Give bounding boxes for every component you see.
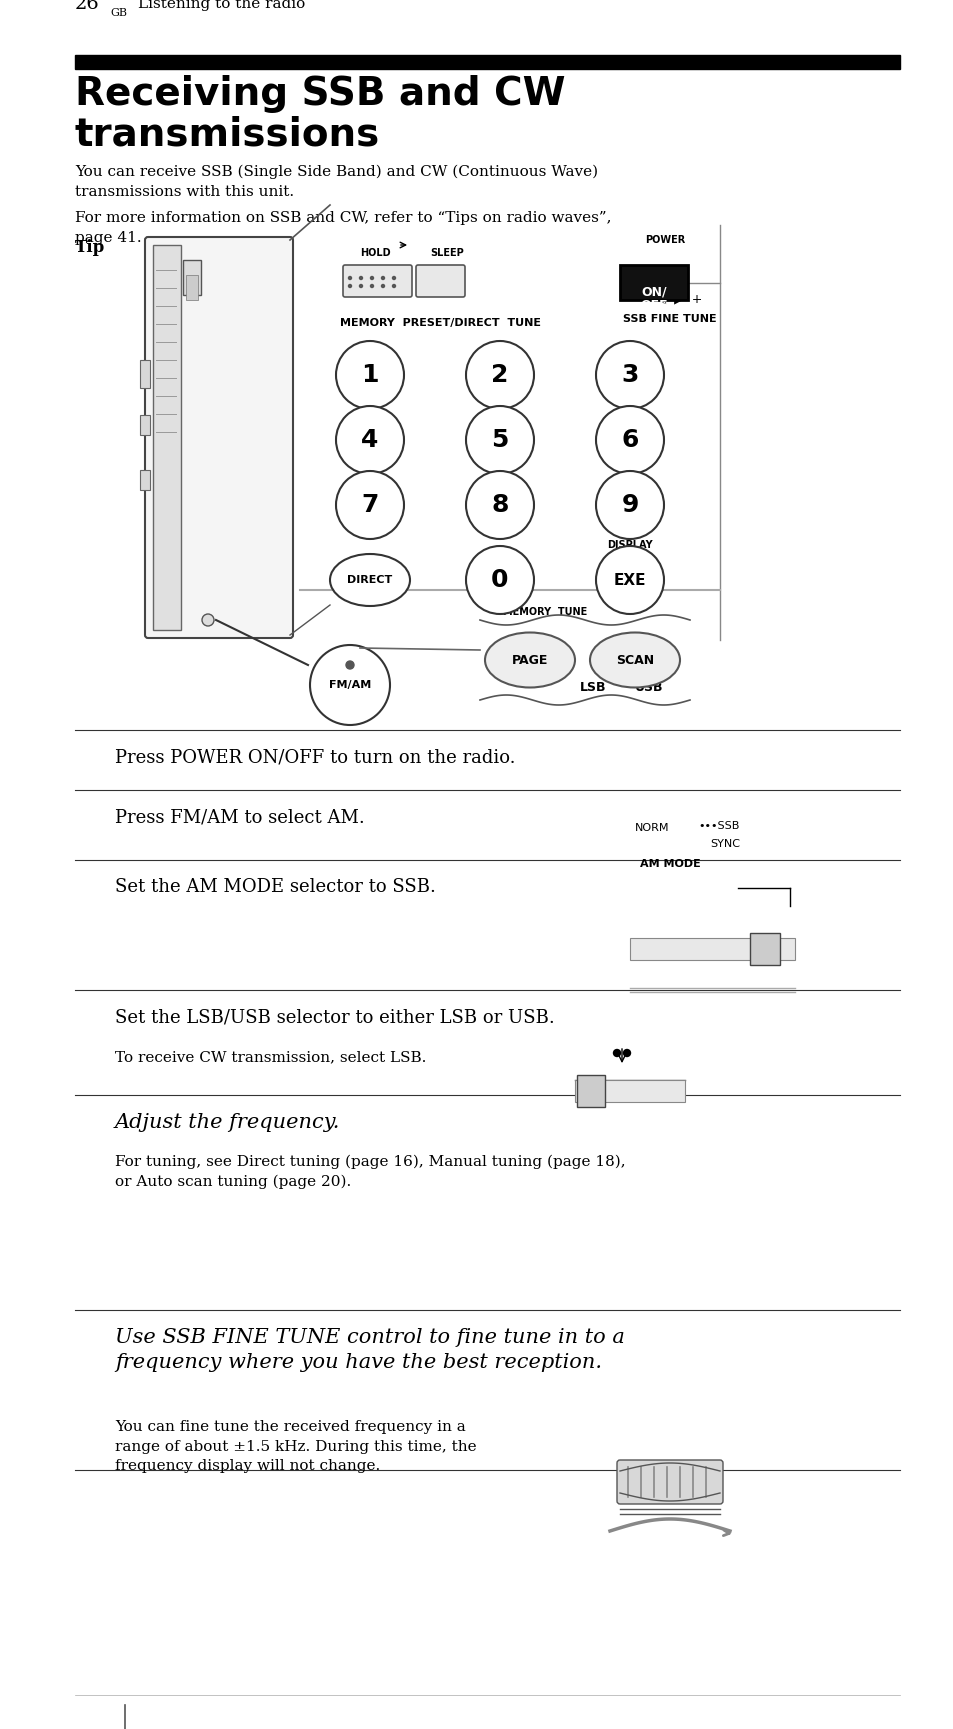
FancyBboxPatch shape	[416, 265, 464, 297]
Text: Set the AM MODE selector to SSB.: Set the AM MODE selector to SSB.	[115, 878, 436, 896]
Circle shape	[370, 277, 374, 280]
Text: 0: 0	[491, 569, 508, 591]
Text: 2: 2	[491, 363, 508, 387]
Circle shape	[392, 277, 395, 280]
Text: DISPLAY: DISPLAY	[606, 539, 652, 550]
Text: GB: GB	[110, 9, 127, 17]
Circle shape	[359, 277, 362, 280]
Text: SLEEP: SLEEP	[430, 247, 463, 258]
Text: Use SSB FINE TUNE control to fine tune in to a
frequency where you have the best: Use SSB FINE TUNE control to fine tune i…	[115, 1328, 624, 1373]
Bar	[186, 275, 198, 301]
Text: DIRECT: DIRECT	[347, 576, 393, 584]
Text: SCAN: SCAN	[616, 654, 654, 666]
Bar	[140, 470, 150, 489]
Circle shape	[370, 285, 374, 287]
Circle shape	[335, 470, 403, 539]
Circle shape	[613, 1050, 619, 1056]
Text: Adjust the frequency.: Adjust the frequency.	[115, 1113, 340, 1132]
Text: 4: 4	[361, 429, 378, 451]
Circle shape	[348, 285, 351, 287]
Bar	[749, 934, 780, 965]
Text: ON/
OFF: ON/ OFF	[639, 285, 667, 311]
Text: Tip: Tip	[75, 239, 105, 256]
Circle shape	[381, 277, 384, 280]
Text: SYNC: SYNC	[709, 839, 740, 849]
Circle shape	[202, 614, 213, 626]
Text: 26: 26	[75, 0, 100, 14]
Circle shape	[392, 285, 395, 287]
Text: Listening to the radio: Listening to the radio	[138, 0, 305, 10]
Bar	[183, 259, 201, 296]
Text: 8: 8	[491, 493, 508, 517]
Text: 3: 3	[620, 363, 638, 387]
Circle shape	[465, 546, 534, 614]
Circle shape	[348, 277, 351, 280]
Bar	[75, 55, 899, 69]
Text: For more information on SSB and CW, refer to “Tips on radio waves”,
page 41.: For more information on SSB and CW, refe…	[75, 211, 611, 244]
Text: AM MODE: AM MODE	[639, 859, 700, 870]
FancyBboxPatch shape	[617, 1459, 722, 1504]
Circle shape	[596, 341, 663, 410]
Circle shape	[335, 341, 403, 410]
Circle shape	[335, 406, 403, 474]
Bar	[577, 1075, 604, 1107]
Text: transmissions: transmissions	[75, 116, 380, 152]
Text: To receive CW transmission, select LSB.: To receive CW transmission, select LSB.	[115, 1050, 426, 1063]
Circle shape	[465, 406, 534, 474]
Bar	[140, 415, 150, 436]
Circle shape	[310, 645, 390, 724]
Text: Set the LSB/USB selector to either LSB or USB.: Set the LSB/USB selector to either LSB o…	[115, 1008, 554, 1025]
Circle shape	[623, 1050, 630, 1056]
Circle shape	[465, 470, 534, 539]
Text: SSB FINE TUNE: SSB FINE TUNE	[622, 315, 716, 323]
Bar	[619, 265, 687, 301]
Text: LSB: LSB	[579, 681, 606, 693]
Ellipse shape	[330, 553, 410, 605]
Text: FM/AM: FM/AM	[329, 679, 371, 690]
Text: 5: 5	[491, 429, 508, 451]
Text: EXE: EXE	[613, 572, 645, 588]
Ellipse shape	[589, 633, 679, 688]
Circle shape	[596, 546, 663, 614]
Text: −  ◁  ▶  +: − ◁ ▶ +	[638, 292, 701, 304]
Circle shape	[346, 660, 354, 669]
Text: MEMORY  TUNE: MEMORY TUNE	[502, 607, 586, 617]
Text: HOLD: HOLD	[359, 247, 390, 258]
Bar	[575, 1081, 684, 1101]
Text: 9: 9	[620, 493, 638, 517]
Text: USB: USB	[635, 681, 662, 693]
Circle shape	[465, 341, 534, 410]
FancyBboxPatch shape	[343, 265, 412, 297]
Circle shape	[359, 285, 362, 287]
Text: You can fine tune the received frequency in a
range of about ±1.5 kHz. During th: You can fine tune the received frequency…	[115, 1420, 476, 1473]
Text: PAGE: PAGE	[511, 654, 548, 666]
Text: POWER: POWER	[644, 235, 684, 246]
Text: NORM: NORM	[635, 823, 669, 833]
Text: You can receive SSB (Single Side Band) and CW (Continuous Wave)
transmissions wi: You can receive SSB (Single Side Band) a…	[75, 164, 598, 199]
Text: MEMORY  PRESET/DIRECT  TUNE: MEMORY PRESET/DIRECT TUNE	[339, 318, 540, 329]
Bar	[140, 360, 150, 387]
Text: 6: 6	[620, 429, 638, 451]
Text: For tuning, see Direct tuning (page 16), Manual tuning (page 18),
or Auto scan t: For tuning, see Direct tuning (page 16),…	[115, 1155, 625, 1190]
Ellipse shape	[484, 633, 575, 688]
Circle shape	[596, 406, 663, 474]
Circle shape	[381, 285, 384, 287]
Text: Press FM/AM to select AM.: Press FM/AM to select AM.	[115, 807, 364, 826]
FancyBboxPatch shape	[145, 237, 293, 638]
Text: Press POWER ON/OFF to turn on the radio.: Press POWER ON/OFF to turn on the radio.	[115, 749, 515, 766]
Bar	[629, 939, 794, 960]
Text: •••SSB: •••SSB	[698, 821, 739, 832]
Text: Receiving SSB and CW: Receiving SSB and CW	[75, 74, 565, 112]
Circle shape	[596, 470, 663, 539]
Text: 7: 7	[361, 493, 378, 517]
Text: 1: 1	[361, 363, 378, 387]
Bar	[152, 246, 181, 629]
